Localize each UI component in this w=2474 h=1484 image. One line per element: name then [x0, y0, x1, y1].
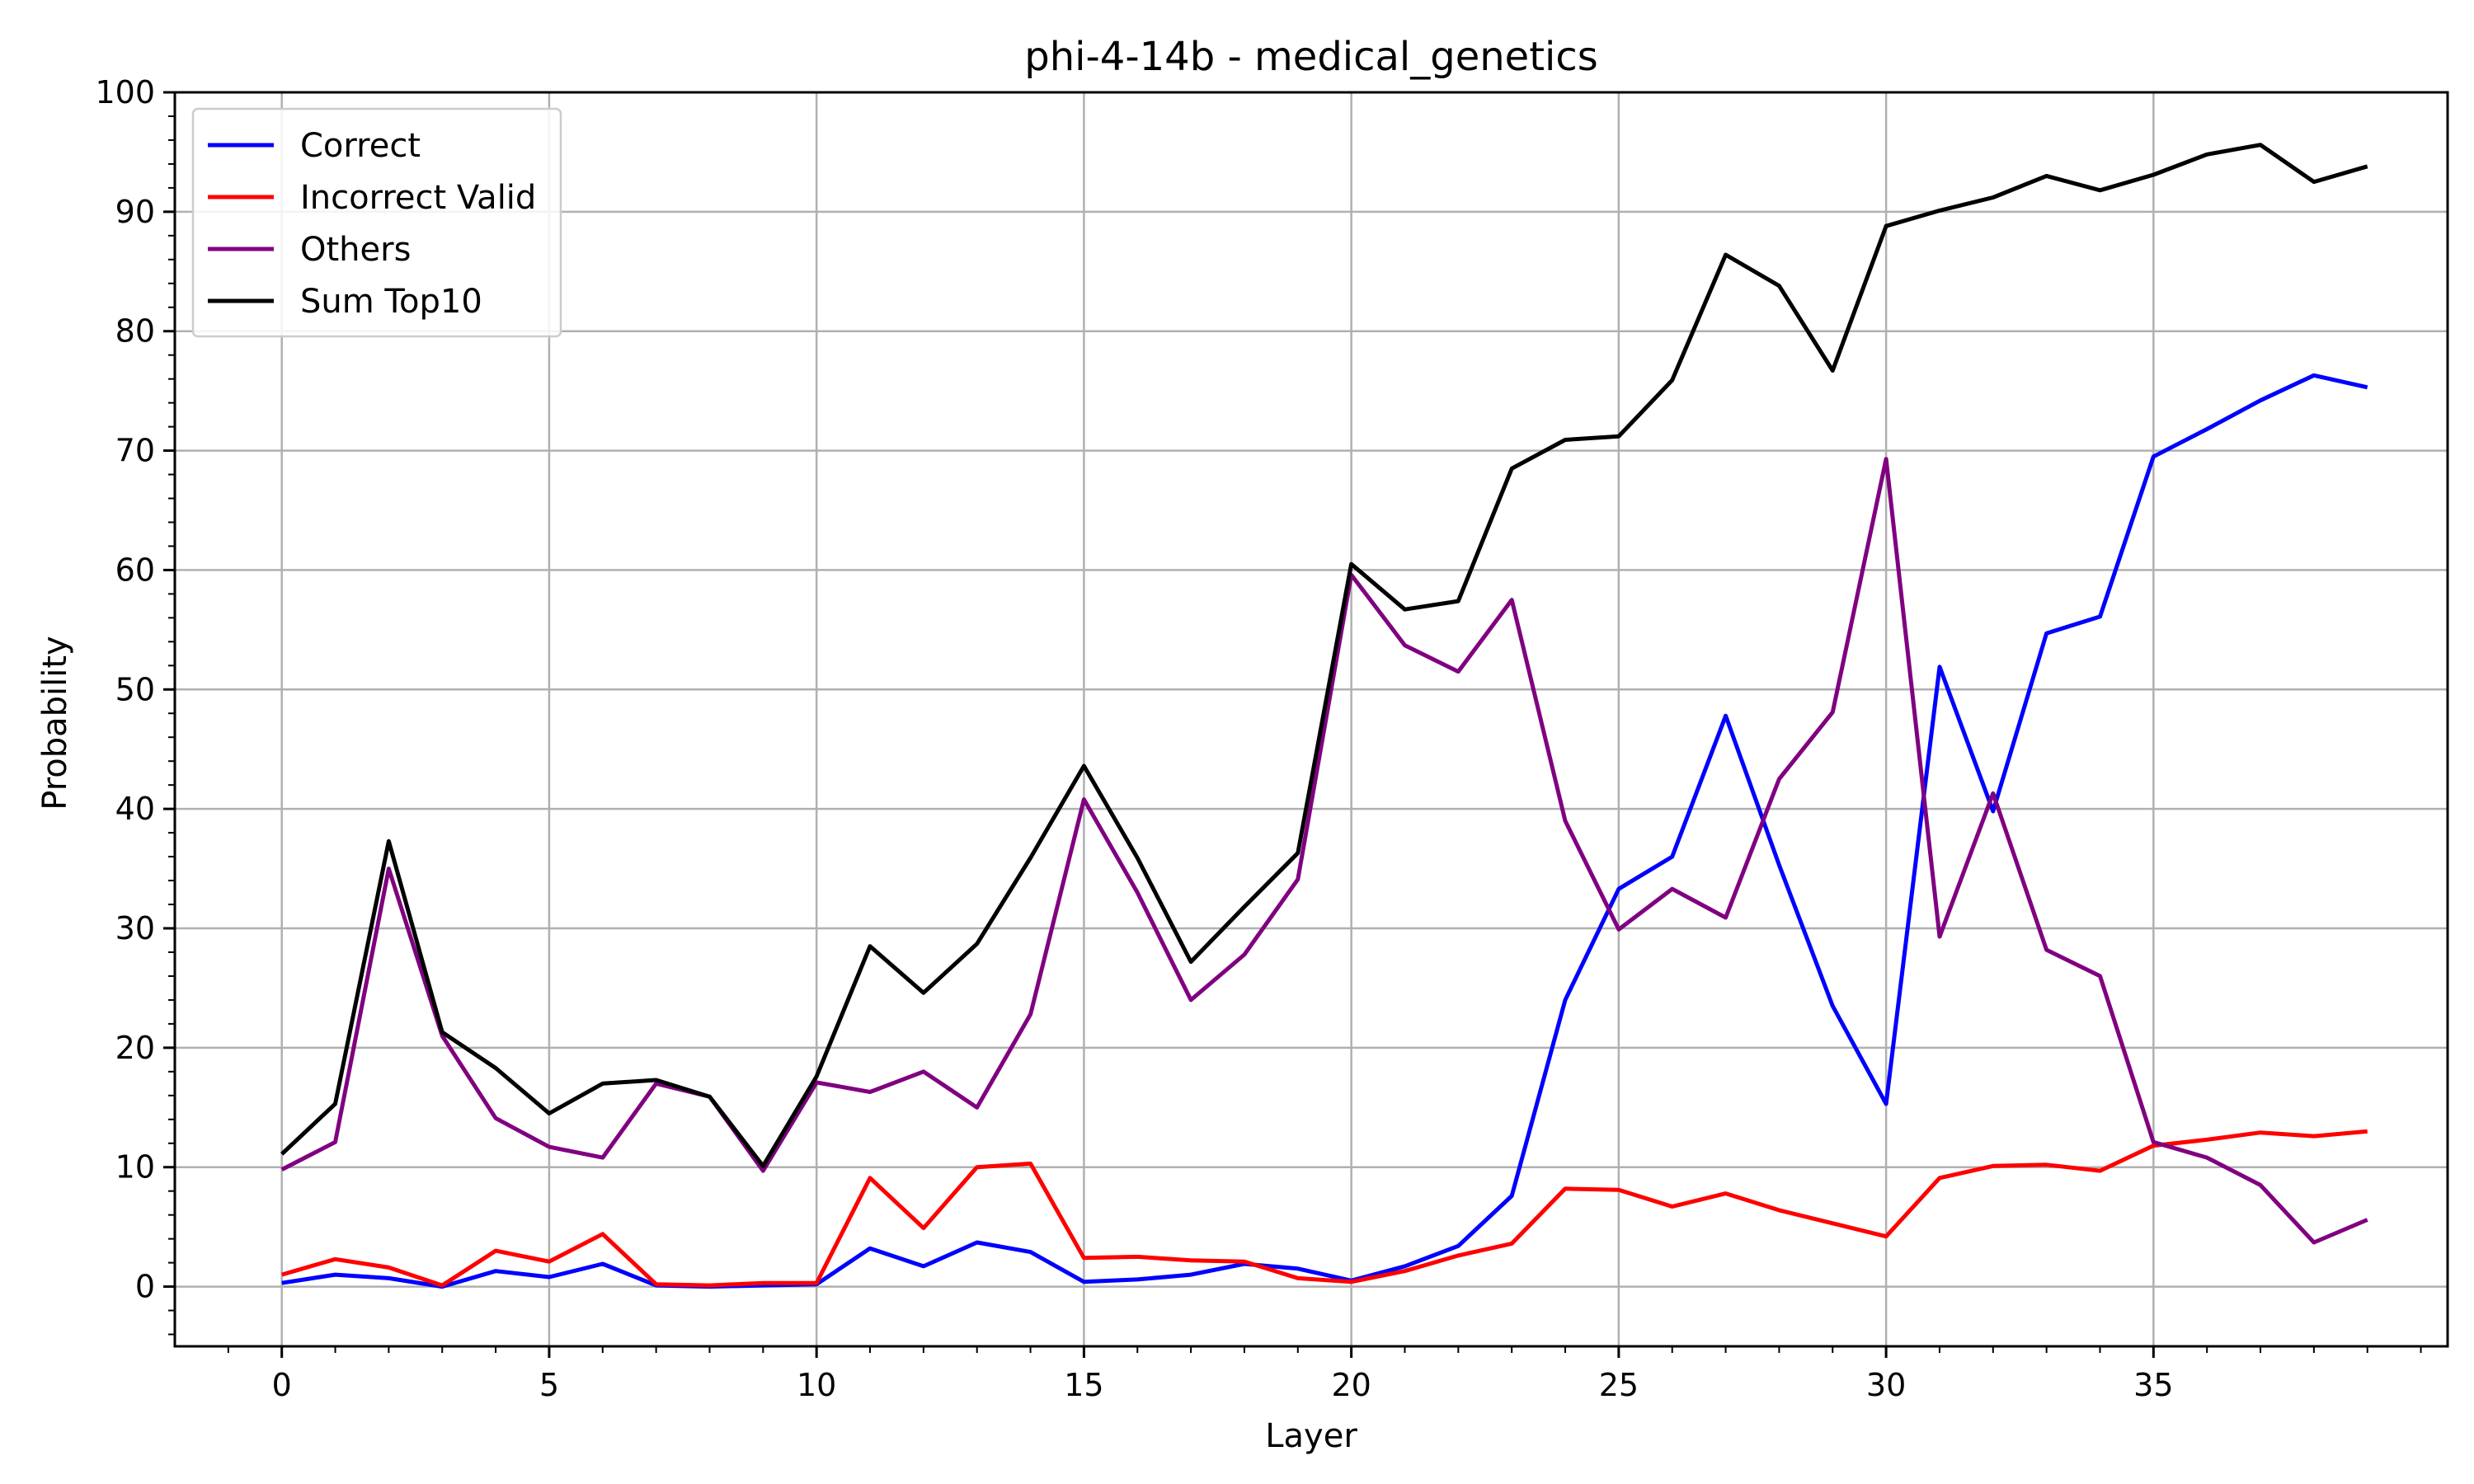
- y-tick-label: 50: [115, 671, 155, 707]
- x-tick-label: 30: [1866, 1367, 1906, 1403]
- y-tick-label: 0: [135, 1269, 155, 1305]
- x-tick-label: 10: [797, 1367, 836, 1403]
- y-axis-label: Probability: [36, 636, 74, 810]
- x-tick-label: 20: [1331, 1367, 1371, 1403]
- y-tick-label: 100: [95, 74, 155, 110]
- series-layer: [280, 143, 2368, 1289]
- x-tick-label: 15: [1064, 1367, 1103, 1403]
- y-tick-label: 20: [115, 1030, 155, 1066]
- plot-frame: [173, 91, 2449, 1348]
- legend-label: Incorrect Valid: [300, 179, 536, 217]
- x-tick-label: 35: [2133, 1367, 2173, 1403]
- series-line-sum-top10: [280, 143, 2368, 1168]
- y-tick-label: 90: [115, 194, 155, 230]
- y-tick-label: 70: [115, 433, 155, 469]
- legend-label: Correct: [300, 127, 421, 165]
- x-tick-label: 5: [539, 1367, 559, 1403]
- series-line-incorrect-valid: [281, 1129, 2368, 1288]
- series-line-correct: [281, 373, 2368, 1289]
- series-line-others: [280, 457, 2368, 1245]
- legend-box: [191, 107, 562, 338]
- legend-label: Sum Top10: [300, 283, 482, 321]
- x-tick-label: 25: [1599, 1367, 1639, 1403]
- axes: 0 5 10 15 20 25 30 35 0 10 20 30 40 50 60 70 80 90 100: [95, 74, 2449, 1403]
- y-tick-label: 10: [115, 1149, 155, 1186]
- chart-title: phi-4-14b - medical_genetics: [1024, 34, 1598, 80]
- y-tick-label: 40: [115, 791, 155, 827]
- y-tick-label: 60: [115, 552, 155, 588]
- legend-label: Others: [300, 231, 411, 269]
- y-tick-label: 80: [115, 313, 155, 350]
- y-tick-label: 30: [115, 910, 155, 946]
- x-axis-label: Layer: [1265, 1417, 1357, 1455]
- legend: Correct Incorrect Valid Others Sum Top10: [191, 107, 562, 338]
- x-tick-label: 0: [272, 1367, 292, 1403]
